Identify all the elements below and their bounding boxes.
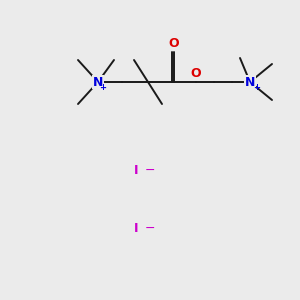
Text: O: O bbox=[191, 67, 201, 80]
Text: +: + bbox=[100, 83, 106, 92]
Text: I: I bbox=[134, 164, 138, 176]
Text: −: − bbox=[145, 164, 155, 176]
Text: I: I bbox=[134, 221, 138, 235]
Text: O: O bbox=[169, 37, 179, 50]
Text: +: + bbox=[254, 83, 260, 92]
Text: N: N bbox=[93, 76, 103, 88]
Text: −: − bbox=[145, 221, 155, 235]
Text: N: N bbox=[245, 76, 255, 88]
